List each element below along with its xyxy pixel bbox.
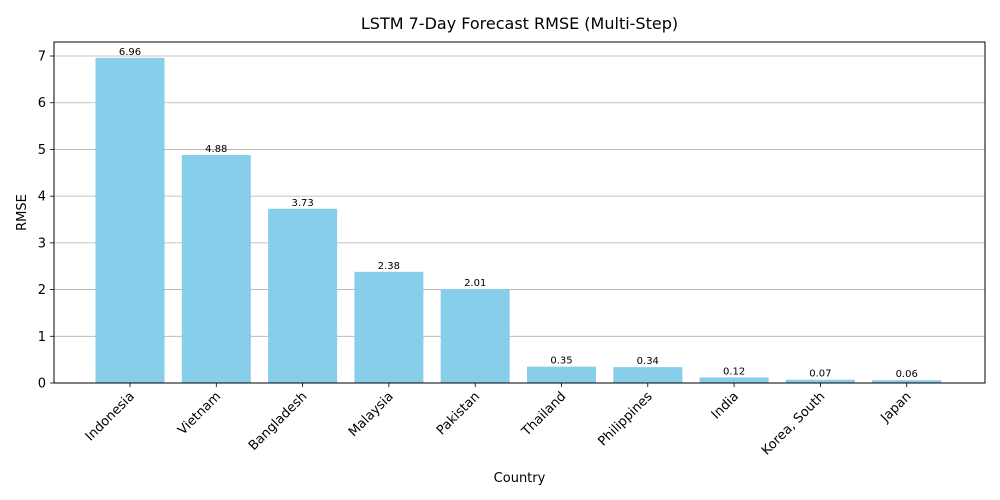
y-axis-label: RMSE	[15, 194, 30, 231]
bar	[699, 377, 769, 383]
bar	[527, 366, 596, 383]
data-labels: 6.96 4.88 3.73 2.38 2.01 0.35 0.34 0.12 0.07 0.06	[119, 47, 918, 380]
bar	[268, 208, 338, 383]
y-tick-label: 7	[38, 50, 46, 65]
chart-title: LSTM 7-Day Forecast RMSE (Multi-Step)	[361, 14, 678, 33]
x-axis-label: Country	[494, 471, 546, 486]
y-ticks: 0 1 2 3 4 5 6 7	[38, 50, 54, 392]
x-tick-label: Pakistan	[434, 389, 483, 438]
bar-value-label: 3.73	[291, 198, 313, 209]
y-tick-label: 4	[38, 190, 46, 205]
x-tick-label: India	[709, 389, 742, 422]
y-tick-label: 5	[38, 143, 46, 158]
bars	[95, 57, 942, 383]
y-tick-label: 6	[38, 96, 46, 111]
x-tick-label: Philippines	[595, 389, 655, 449]
bar-value-label: 0.07	[809, 369, 831, 380]
x-tick-label: Indonesia	[83, 389, 138, 444]
bar-value-label: 4.88	[205, 144, 227, 155]
bar-value-label: 0.06	[896, 369, 918, 380]
x-ticks: Indonesia Vietnam Bangladesh Malaysia Pakist…	[83, 383, 915, 458]
bar	[440, 289, 510, 383]
x-tick-label: Bangladesh	[246, 389, 311, 454]
bar	[181, 155, 251, 383]
bar	[95, 57, 165, 383]
bar-value-label: 6.96	[119, 47, 141, 58]
y-tick-label: 3	[38, 236, 46, 251]
x-tick-label: Malaysia	[346, 389, 397, 440]
bar-value-label: 0.35	[550, 356, 572, 367]
x-tick-label: Korea, South	[759, 389, 828, 458]
y-tick-label: 0	[38, 377, 46, 392]
bar	[785, 379, 855, 383]
y-tick-label: 2	[38, 283, 46, 298]
bar	[354, 271, 424, 383]
bar-value-label: 2.38	[378, 261, 400, 272]
x-tick-label: Vietnam	[175, 389, 224, 438]
bar	[872, 380, 942, 383]
bar	[613, 367, 683, 383]
x-tick-label: Thailand	[519, 389, 570, 440]
x-tick-label: Japan	[878, 389, 915, 426]
bar-value-label: 0.34	[637, 356, 659, 367]
plot-frame	[53, 41, 986, 384]
bar-value-label: 2.01	[464, 278, 486, 289]
y-tick-label: 1	[38, 330, 46, 345]
bar-value-label: 0.12	[723, 366, 745, 377]
